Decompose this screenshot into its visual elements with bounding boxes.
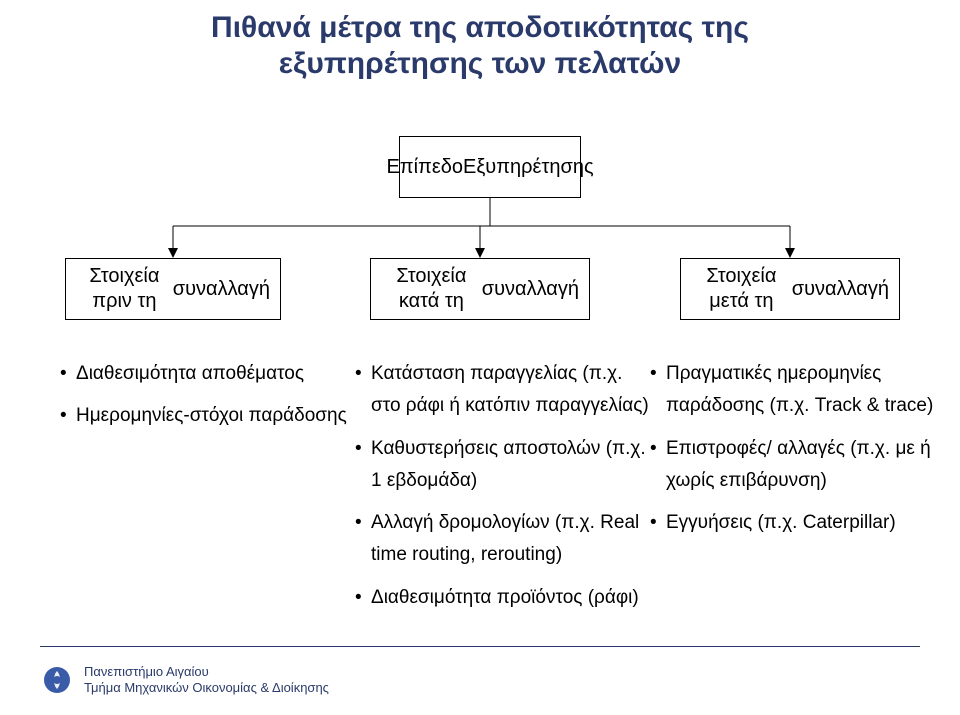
box-post-transaction: Στοιχεία μετά τησυναλλαγή [680,258,900,320]
footer-separator [40,646,920,647]
list-item: Διαθεσιμότητα προϊόντος (ράφι) [355,582,655,614]
bullets-pre-transaction: Διαθεσιμότητα αποθέματος Ημερομηνίες-στόχ… [60,358,360,443]
list-item: Εγγυήσεις (π.χ. Caterpillar) [650,507,950,539]
list-item: Επιστροφές/ αλλαγές (π.χ. με ή χωρίς επι… [650,433,950,498]
box-service-level: ΕπίπεδοΕξυπηρέτησης [399,136,581,198]
list-item: Διαθεσιμότητα αποθέματος [60,358,360,390]
title-line1: Πιθανά μέτρα της αποδοτικότητας της [211,11,749,44]
footer-text: Πανεπιστήμιο Αιγαίου Τμήμα Μηχανικών Οικ… [84,664,329,697]
university-logo-icon [40,663,74,697]
bullets-during-transaction: Κατάσταση παραγγελίας (π.χ. στο ράφι ή κ… [355,358,655,624]
footer-line1: Πανεπιστήμιο Αιγαίου [84,664,329,680]
list-item: Ημερομηνίες-στόχοι παράδοσης [60,400,360,432]
footer: Πανεπιστήμιο Αιγαίου Τμήμα Μηχανικών Οικ… [40,663,329,697]
box-during-transaction: Στοιχεία κατά τησυναλλαγή [370,258,590,320]
list-item: Πραγματικές ημερομηνίες παράδοσης (π.χ. … [650,358,950,423]
list-item: Αλλαγή δρομολογίων (π.χ. Real time routi… [355,507,655,572]
box-pre-transaction: Στοιχεία πριν τησυναλλαγή [65,258,281,320]
title-line2: εξυπηρέτησης των πελατών [279,47,681,80]
list-item: Καθυστερήσεις αποστολών (π.χ. 1 εβδομάδα… [355,433,655,498]
footer-line2: Τμήμα Μηχανικών Οικονομίας & Διοίκησης [84,680,329,696]
bullets-post-transaction: Πραγματικές ημερομηνίες παράδοσης (π.χ. … [650,358,950,549]
list-item: Κατάσταση παραγγελίας (π.χ. στο ράφι ή κ… [355,358,655,423]
page-title: Πιθανά μέτρα της αποδοτικότητας της εξυπ… [0,10,960,82]
